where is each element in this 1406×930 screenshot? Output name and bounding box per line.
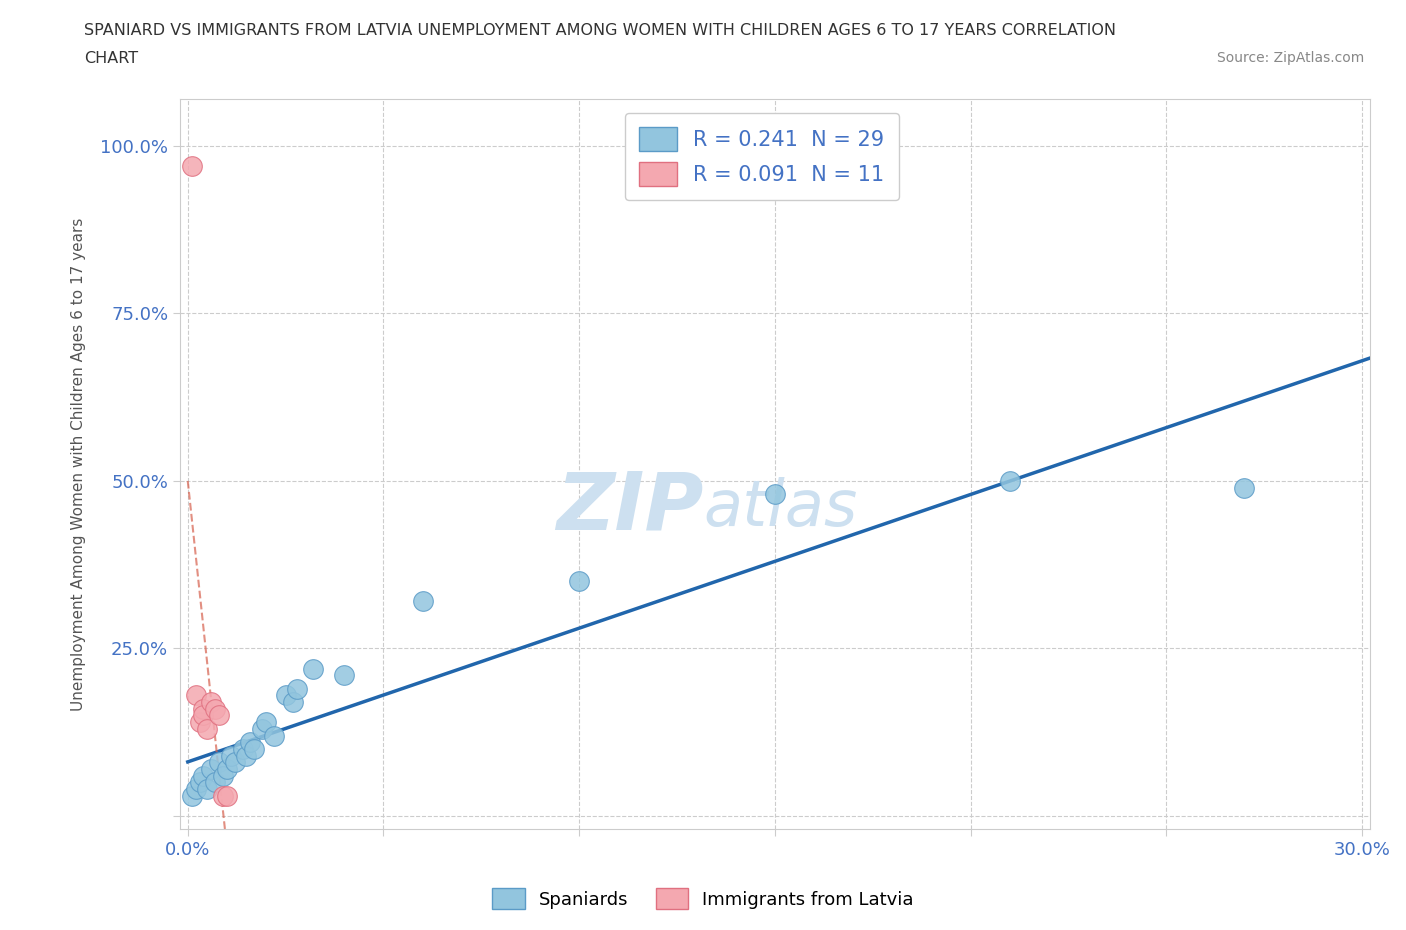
Point <box>243 741 266 756</box>
Point <box>763 486 786 501</box>
Point <box>263 728 285 743</box>
Point <box>200 695 222 710</box>
Point <box>302 661 325 676</box>
Point <box>250 722 273 737</box>
Point <box>204 701 226 716</box>
Point <box>235 749 257 764</box>
Point <box>188 775 211 790</box>
Point <box>212 768 235 783</box>
Point <box>215 789 238 804</box>
Point <box>193 701 215 716</box>
Point <box>998 473 1021 488</box>
Point <box>1233 480 1256 495</box>
Legend: Spaniards, Immigrants from Latvia: Spaniards, Immigrants from Latvia <box>485 881 921 916</box>
Point <box>219 749 242 764</box>
Point <box>254 714 277 729</box>
Point <box>232 741 254 756</box>
Point <box>195 722 218 737</box>
Point <box>184 688 207 703</box>
Point <box>193 768 215 783</box>
Point <box>188 714 211 729</box>
Point <box>215 762 238 777</box>
Point <box>200 762 222 777</box>
Y-axis label: Unemployment Among Women with Children Ages 6 to 17 years: Unemployment Among Women with Children A… <box>72 218 86 711</box>
Text: SPANIARD VS IMMIGRANTS FROM LATVIA UNEMPLOYMENT AMONG WOMEN WITH CHILDREN AGES 6: SPANIARD VS IMMIGRANTS FROM LATVIA UNEMP… <box>84 23 1116 38</box>
Legend: R = 0.241  N = 29, R = 0.091  N = 11: R = 0.241 N = 29, R = 0.091 N = 11 <box>624 113 898 201</box>
Point <box>285 681 308 696</box>
Text: CHART: CHART <box>84 51 138 66</box>
Point <box>412 594 434 609</box>
Point <box>193 708 215 723</box>
Point <box>568 574 591 589</box>
Point <box>195 782 218 797</box>
Point <box>212 789 235 804</box>
Text: atlas: atlas <box>703 477 858 538</box>
Point <box>180 158 202 173</box>
Point <box>224 755 246 770</box>
Text: ZIP: ZIP <box>555 469 703 547</box>
Point <box>333 668 356 683</box>
Point <box>208 708 231 723</box>
Point <box>184 782 207 797</box>
Point <box>208 755 231 770</box>
Point <box>239 735 262 750</box>
Point <box>204 775 226 790</box>
Point <box>180 789 202 804</box>
Text: Source: ZipAtlas.com: Source: ZipAtlas.com <box>1216 51 1364 65</box>
Point <box>283 695 305 710</box>
Point <box>274 688 297 703</box>
